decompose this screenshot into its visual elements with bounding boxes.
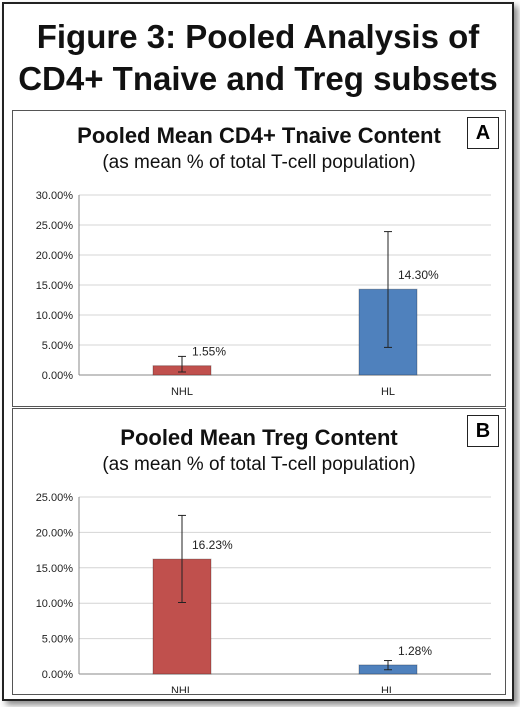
chart-b-ytick-label: 20.00%	[36, 527, 74, 539]
chart-a-data-label-hl: 14.30%	[398, 268, 439, 282]
chart-a-ytick-label: 25.00%	[36, 220, 74, 232]
panel-b: Pooled Mean Treg Content (as mean % of t…	[12, 408, 506, 695]
chart-a-data-label-nhl: 1.55%	[192, 345, 226, 359]
chart-b-data-label-nhl: 16.23%	[192, 538, 233, 552]
chart-b-ytick-label: 10.00%	[36, 598, 74, 610]
panel-a-label: A	[467, 117, 499, 149]
chart-a-ytick-label: 15.00%	[36, 280, 74, 292]
chart-b-subtitle: (as mean % of total T-cell population)	[102, 454, 416, 475]
chart-b-data-label-hl: 1.28%	[398, 644, 432, 658]
chart-a-ytick-label: 30.00%	[36, 190, 74, 202]
chart-b-category-label-nhl: NHL	[171, 685, 193, 693]
figure-frame: Figure 3: Pooled Analysis of CD4+ Tnaive…	[2, 2, 514, 701]
chart-a-title: Pooled Mean CD4+ Tnaive Content	[77, 123, 441, 148]
chart-a-ytick-label: 10.00%	[36, 310, 74, 322]
chart-a-ytick-label: 5.00%	[42, 340, 73, 352]
chart-b-ytick-label: 25.00%	[36, 492, 74, 504]
chart-a: 0.00% 5.00% 10.00% 15.00% 20.00% 25.00% 30.00%…	[36, 190, 491, 398]
chart-b-ytick-label: 15.00%	[36, 563, 74, 575]
chart-b-category-label-hl: HL	[381, 685, 395, 693]
chart-a-subtitle: (as mean % of total T-cell population)	[102, 152, 416, 173]
chart-b-title: Pooled Mean Treg Content	[120, 425, 398, 450]
chart-b-ytick-label: 0.00%	[42, 669, 73, 681]
figure-title: Figure 3: Pooled Analysis of CD4+ Tnaive…	[4, 16, 512, 100]
chart-a-category-label-hl: HL	[381, 386, 395, 398]
figure-title-line2: CD4+ Tnaive and Treg subsets	[18, 60, 498, 97]
panel-b-label: B	[467, 415, 499, 447]
chart-a-ytick-label: 0.00%	[42, 370, 73, 382]
panel-a: Pooled Mean CD4+ Tnaive Content (as mean…	[12, 110, 506, 407]
chart-a-category-label-nhl: NHL	[171, 386, 193, 398]
chart-a-ytick-label: 20.00%	[36, 250, 74, 262]
chart-b-ytick-label: 5.00%	[42, 634, 73, 646]
figure-title-line1: Figure 3: Pooled Analysis of	[36, 18, 480, 55]
chart-b: 0.00% 5.00% 10.00% 15.00% 20.00% 25.00% 16.23%…	[36, 492, 491, 693]
